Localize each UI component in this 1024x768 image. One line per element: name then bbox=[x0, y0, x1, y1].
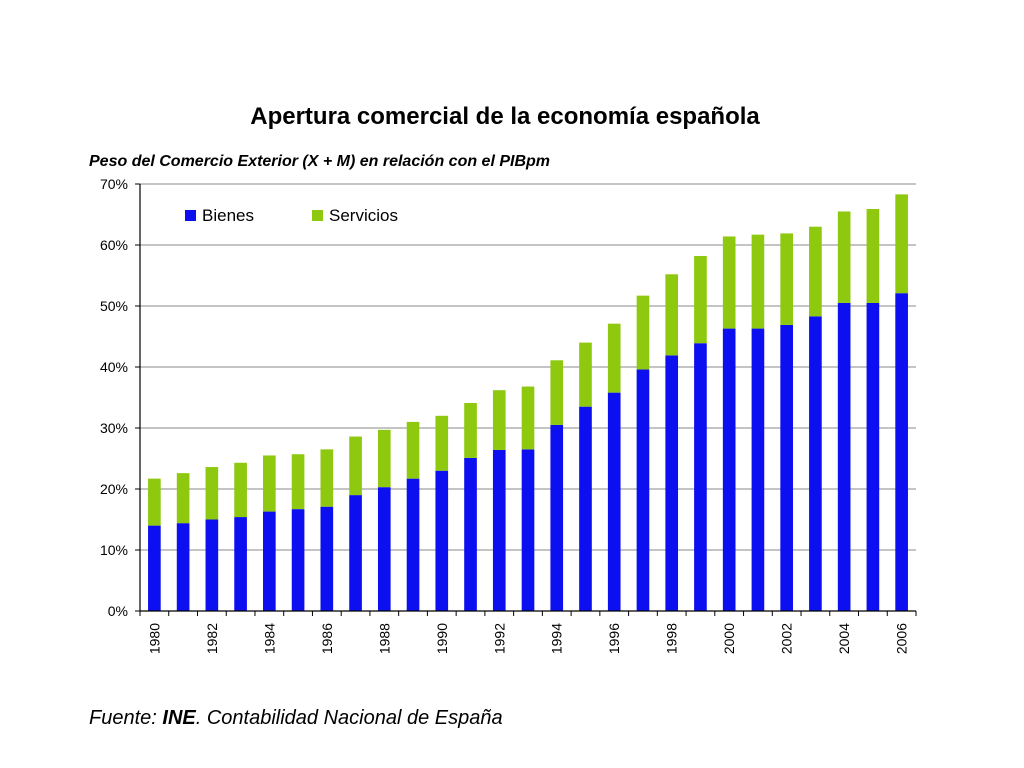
bar-bienes-1988 bbox=[377, 487, 391, 611]
bar-bienes-1980 bbox=[148, 525, 161, 611]
bar-servicios-1999 bbox=[694, 255, 707, 344]
bar-bienes-2002 bbox=[780, 324, 793, 611]
bar-servicios-2005 bbox=[866, 209, 880, 303]
x-tick-label: 2004 bbox=[836, 623, 852, 654]
bar-bienes-1986 bbox=[320, 506, 334, 611]
bar-servicios-1991 bbox=[464, 402, 477, 458]
bar-servicios-1996 bbox=[607, 323, 621, 393]
bar-bienes-1996 bbox=[607, 392, 621, 611]
bar-servicios-1985 bbox=[291, 454, 305, 510]
chart-subtitle: Peso del Comercio Exterior (X + M) en re… bbox=[89, 153, 551, 170]
y-tick-label: 70% bbox=[100, 176, 128, 192]
bar-servicios-1993 bbox=[521, 386, 535, 450]
y-tick-label: 40% bbox=[100, 359, 128, 375]
x-tick-label: 1990 bbox=[434, 623, 450, 654]
bar-bienes-2001 bbox=[751, 328, 765, 611]
chart-title: Apertura comercial de la economía españo… bbox=[250, 103, 760, 130]
legend-label-bienes: Bienes bbox=[202, 206, 254, 225]
x-tick-label: 1980 bbox=[146, 623, 162, 654]
bar-servicios-1980 bbox=[148, 478, 161, 526]
bar-group bbox=[148, 194, 908, 611]
bar-servicios-1987 bbox=[349, 436, 362, 496]
bar-bienes-1998 bbox=[665, 355, 679, 611]
x-tick-label: 1994 bbox=[549, 623, 565, 654]
bar-bienes-2006 bbox=[895, 293, 908, 611]
x-tick-label: 2006 bbox=[894, 623, 910, 654]
x-tick-label: 1996 bbox=[606, 623, 622, 654]
bar-bienes-1984 bbox=[263, 511, 276, 611]
bar-servicios-1990 bbox=[435, 415, 449, 471]
bar-servicios-1997 bbox=[636, 295, 650, 370]
bar-servicios-1986 bbox=[320, 449, 334, 507]
bar-servicios-1992 bbox=[492, 390, 506, 450]
bar-servicios-1998 bbox=[665, 274, 679, 356]
x-tick-label: 1984 bbox=[261, 623, 277, 654]
x-tick-label: 1998 bbox=[664, 623, 680, 654]
bar-bienes-1982 bbox=[205, 519, 219, 611]
y-tick-label: 20% bbox=[100, 481, 128, 497]
bar-servicios-2002 bbox=[780, 233, 793, 325]
x-tick-label: 1986 bbox=[319, 623, 335, 654]
bar-bienes-1990 bbox=[435, 470, 449, 611]
y-tick-label: 60% bbox=[100, 237, 128, 253]
source-rest: . Contabilidad Nacional de España bbox=[195, 707, 503, 729]
bar-servicios-1982 bbox=[205, 467, 219, 520]
bar-bienes-1987 bbox=[349, 495, 362, 611]
bar-servicios-2004 bbox=[837, 211, 851, 303]
bar-bienes-1995 bbox=[579, 406, 592, 611]
x-tick-label: 1988 bbox=[376, 623, 392, 654]
y-tick-label: 10% bbox=[100, 542, 128, 558]
legend-swatch-bienes bbox=[185, 210, 196, 221]
legend: Bienes Servicios bbox=[185, 206, 398, 225]
source-prefix: Fuente: bbox=[89, 707, 163, 729]
bar-servicios-2006 bbox=[895, 194, 908, 294]
bar-servicios-1989 bbox=[406, 421, 420, 479]
bar-bienes-1999 bbox=[694, 343, 707, 611]
bar-bienes-1997 bbox=[636, 369, 650, 611]
bar-bienes-2003 bbox=[809, 316, 822, 611]
source-note: Fuente: INE. Contabilidad Nacional de Es… bbox=[89, 705, 503, 731]
bar-bienes-2004 bbox=[837, 302, 851, 611]
axes: 0% 10% 20% 30% 40% 50% 60% 70% 1980 1982 1984 1986 1… bbox=[100, 176, 917, 654]
legend-label-servicios: Servicios bbox=[329, 206, 398, 225]
bar-bienes-1983 bbox=[234, 517, 247, 611]
y-tick-label: 0% bbox=[108, 603, 128, 619]
x-tick-label: 1982 bbox=[204, 623, 220, 654]
bar-servicios-1988 bbox=[377, 429, 391, 488]
bar-servicios-1995 bbox=[579, 342, 592, 407]
bar-servicios-1981 bbox=[176, 473, 190, 524]
bar-bienes-1985 bbox=[291, 509, 305, 611]
bar-bienes-1992 bbox=[492, 449, 506, 611]
y-tick-label: 50% bbox=[100, 298, 128, 314]
bar-bienes-2000 bbox=[722, 328, 736, 611]
bar-servicios-1994 bbox=[550, 360, 564, 425]
x-tick-label: 2000 bbox=[721, 623, 737, 654]
bar-bienes-1991 bbox=[464, 457, 477, 611]
bar-bienes-1981 bbox=[176, 523, 190, 611]
x-tick-label: 1992 bbox=[491, 623, 507, 654]
bar-servicios-1983 bbox=[234, 462, 247, 518]
x-tick-label: 2002 bbox=[779, 623, 795, 654]
bar-bienes-2005 bbox=[866, 302, 880, 611]
bar-bienes-1993 bbox=[521, 449, 535, 611]
bar-servicios-2003 bbox=[809, 226, 822, 317]
source-org: INE bbox=[162, 707, 196, 729]
bar-bienes-1989 bbox=[406, 478, 420, 611]
bar-servicios-2001 bbox=[751, 234, 765, 329]
bar-servicios-1984 bbox=[263, 455, 276, 512]
bar-bienes-1994 bbox=[550, 424, 564, 611]
bar-servicios-2000 bbox=[722, 236, 736, 329]
y-tick-label: 30% bbox=[100, 420, 128, 436]
legend-swatch-servicios bbox=[312, 210, 323, 221]
